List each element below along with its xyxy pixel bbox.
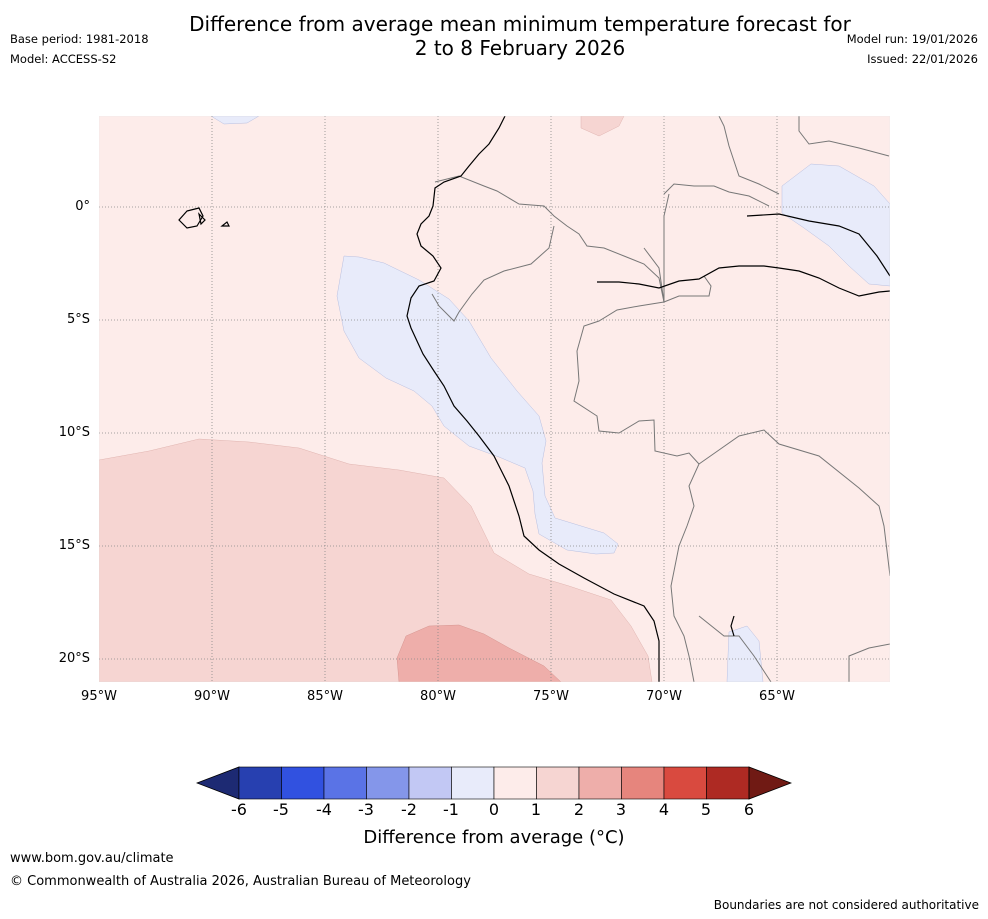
lon-label: 90°W (194, 689, 230, 704)
copyright-text: © Commonwealth of Australia 2026, Austra… (10, 874, 471, 889)
colorbar-tick: -5 (273, 800, 289, 819)
colorbar-segment (238, 766, 282, 800)
region-top-warm-patch (580, 116, 625, 137)
colorbar-tick: 5 (700, 800, 712, 819)
coastlines (178, 116, 890, 682)
colorbar-segment (493, 766, 537, 800)
lat-label: 5°S (66, 312, 90, 327)
issued-date: Issued: 22/01/2026 (867, 52, 978, 66)
region-small-blue-patch (726, 625, 764, 682)
lat-label: 0° (75, 199, 90, 214)
title-line-1: Difference from average mean minimum tem… (189, 12, 851, 36)
colorbar-segment (621, 766, 665, 800)
metadata-left: Base period: 1981-2018 Model: ACCESS-S2 (10, 29, 149, 69)
colorbar-tick: 4 (658, 800, 670, 819)
lon-label: 95°W (81, 689, 117, 704)
colorbar-segment (366, 766, 410, 800)
region-pacific-warm-core (396, 624, 562, 682)
colorbar-tick: 0 (488, 800, 500, 819)
colorbar-segment (578, 766, 622, 800)
colorbar-extend-low (196, 766, 240, 800)
title-line-2: 2 to 8 February 2026 (414, 36, 626, 60)
colorbar-tick: -3 (358, 800, 374, 819)
colorbar-segment (281, 766, 325, 800)
anomaly-map (99, 116, 890, 682)
colorbar-tick: -1 (443, 800, 459, 819)
region-top-blue-patch (210, 116, 260, 125)
lat-label: 10°S (58, 425, 90, 440)
colorbar-tick: 1 (530, 800, 542, 819)
lat-label: 20°S (58, 651, 90, 666)
colorbar-segment (706, 766, 750, 800)
chart-title: Difference from average mean minimum tem… (0, 12, 988, 60)
lon-label: 75°W (533, 689, 569, 704)
boundaries-note: Boundaries are not considered authoritat… (713, 898, 979, 912)
colorbar-extend-high (748, 766, 792, 800)
region-north-andes-coast (336, 255, 619, 555)
website-link[interactable]: www.bom.gov.au/climate (10, 851, 174, 866)
metadata-right: Model run: 19/01/2026 Issued: 22/01/2026 (847, 29, 978, 69)
colorbar-segment (663, 766, 707, 800)
colorbar-tick: -4 (316, 800, 332, 819)
colorbar-tick: 2 (573, 800, 585, 819)
lon-label: 65°W (759, 689, 795, 704)
lon-label: 70°W (646, 689, 682, 704)
colorbar-segment (408, 766, 452, 800)
colorbar-tick: 6 (743, 800, 755, 819)
region-southeast-pacific-warm (99, 438, 653, 682)
model-name: Model: ACCESS-S2 (10, 52, 117, 66)
colorbar-tick: -2 (401, 800, 417, 819)
lat-label: 15°S (58, 538, 90, 553)
colorbar-label: Difference from average (°C) (363, 827, 625, 848)
country-borders (431, 116, 890, 682)
gridlines (99, 116, 890, 682)
model-run: Model run: 19/01/2026 (846, 32, 978, 46)
colorbar-segment (451, 766, 495, 800)
colorbar-tick: -6 (231, 800, 247, 819)
colorbar-segment (323, 766, 367, 800)
colorbar (196, 766, 792, 800)
colorbar-tick: 3 (615, 800, 627, 819)
colorbar-segment (536, 766, 580, 800)
base-period: Base period: 1981-2018 (10, 32, 149, 46)
lon-label: 80°W (420, 689, 456, 704)
lon-label: 85°W (307, 689, 343, 704)
